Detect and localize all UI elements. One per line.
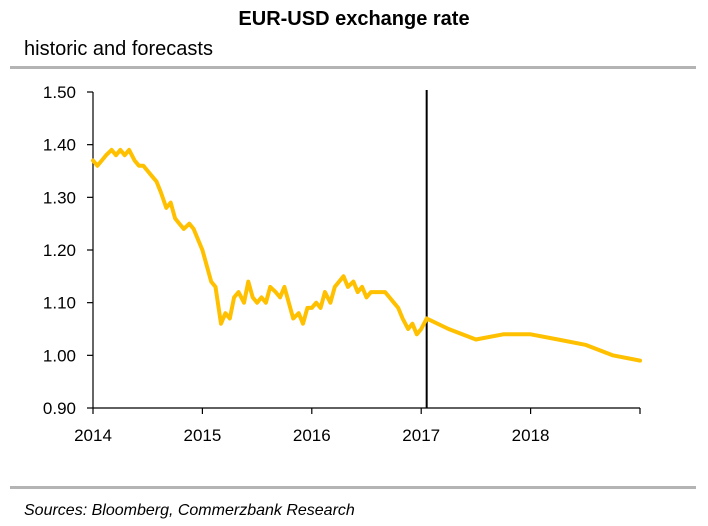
y-tick-label: 1.50 [43, 83, 76, 102]
x-tick-label: 2014 [74, 426, 112, 445]
top-divider [10, 66, 696, 69]
x-tick-label: 2017 [402, 426, 440, 445]
y-tick-label: 1.30 [43, 188, 76, 207]
x-tick-label: 2016 [293, 426, 331, 445]
x-tick-label: 2015 [183, 426, 221, 445]
bottom-divider [10, 486, 696, 489]
y-tick-label: 1.10 [43, 294, 76, 313]
x-tick-label: 2018 [512, 426, 550, 445]
y-tick-label: 0.90 [43, 399, 76, 418]
y-tick-label: 1.40 [43, 136, 76, 155]
chart-subtitle: historic and forecasts [24, 38, 213, 60]
source-note: Sources: Bloomberg, Commerzbank Research [24, 502, 355, 519]
chart-title: EUR-USD exchange rate [238, 8, 470, 30]
y-tick-label: 1.20 [43, 241, 76, 260]
eur-usd-series-line [91, 147, 642, 363]
y-tick-label: 1.00 [43, 346, 76, 365]
